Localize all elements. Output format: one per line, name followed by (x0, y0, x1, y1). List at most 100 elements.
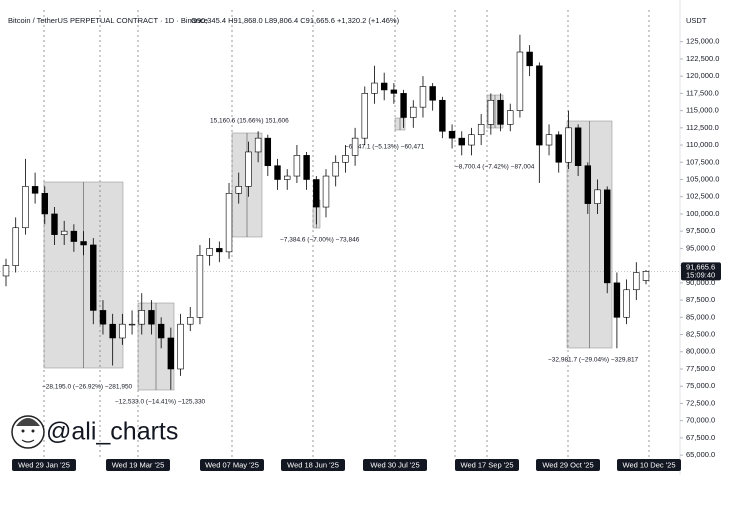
watermark: @ali_charts (46, 418, 178, 446)
x-tick-label: Wed 29 Oct '25 (542, 460, 593, 469)
candle-body (526, 51, 533, 67)
candle-body (322, 175, 330, 208)
candle-body (419, 86, 427, 108)
measure-label: −12,533.0 (−14.41%) −125,330 (115, 399, 206, 406)
price-tag-label: 91,665.6 (686, 262, 715, 271)
candle-body (507, 110, 514, 125)
y-tick-label: 122,500.0 (686, 54, 719, 63)
candle-body (371, 82, 378, 94)
candle-body (555, 134, 562, 163)
candle-body (80, 241, 87, 246)
candle-body (216, 248, 223, 253)
candle-body (60, 230, 68, 235)
candle-body (536, 65, 543, 146)
candle-body (497, 99, 504, 125)
candle-body (99, 310, 107, 325)
date-label-box (455, 459, 519, 471)
candle-body (574, 127, 582, 167)
candle-body (264, 137, 272, 167)
y-tick-label: 75,000.0 (686, 381, 715, 390)
price-tag (681, 262, 721, 281)
y-tick-label: 72,500.0 (686, 398, 715, 407)
logo-mouth (21, 439, 35, 443)
candle-body (613, 282, 621, 318)
y-tick-label: 90,000.0 (686, 278, 715, 287)
candle-body (487, 99, 495, 125)
logo-eye (21, 429, 25, 433)
candle-body (380, 82, 388, 91)
chart-title: Bitcoin / TetherUS PERPETUAL CONTRACT · … (8, 16, 208, 25)
measure-label: −8,700.4 (−7.42%) −87,004 (455, 164, 535, 171)
candle-body (177, 323, 184, 370)
measure-label: −28,195.0 (−26.92%) −281,950 (42, 384, 133, 391)
x-tick-label: Wed 17 Sep '25 (461, 460, 514, 469)
date-label-box (617, 459, 681, 471)
candle-body (12, 227, 19, 266)
candle-body (584, 165, 592, 204)
y-tick-label: 77,500.0 (686, 364, 715, 373)
candle-body (633, 272, 640, 291)
y-tick-label: 125,000.0 (686, 37, 719, 46)
candle-body (70, 230, 78, 242)
candle-body (458, 137, 465, 146)
y-tick-label: 82,500.0 (686, 330, 715, 339)
x-tick-label: Wed 19 Mar '25 (112, 460, 165, 469)
candle-body (167, 337, 175, 370)
y-tick-label: 115,000.0 (686, 106, 719, 115)
watermark-logo: @ali_charts (11, 415, 178, 449)
candle-body (148, 310, 155, 325)
candle-body (303, 155, 310, 180)
candle-body (109, 323, 116, 339)
candle-body (41, 192, 48, 215)
candle-body (642, 271, 650, 281)
candle-body (206, 248, 213, 256)
candle-body (448, 130, 456, 139)
candle-body (225, 192, 233, 253)
y-tick-label: 120,000.0 (686, 71, 719, 80)
candle-body (390, 89, 398, 94)
candle-body (119, 323, 126, 339)
y-tick-label: 97,500.0 (686, 226, 715, 235)
candle-body (196, 254, 204, 318)
candle-body (400, 93, 407, 118)
date-label-box (200, 459, 264, 471)
candle-body (284, 175, 291, 180)
candle-body (22, 186, 29, 229)
countdown: 15:09:40 (686, 270, 715, 279)
candle-body (516, 51, 524, 111)
x-tick-label: Wed 10 Dec '25 (623, 460, 676, 469)
measure-label: −7,384.6 (−7.00%) −73,846 (280, 237, 360, 244)
candle-body (361, 93, 368, 139)
x-tick-label: Wed 18 Jun '25 (287, 460, 339, 469)
y-tick-label: 67,500.0 (686, 433, 715, 442)
candle-body (254, 137, 262, 153)
y-tick-label: 87,500.0 (686, 295, 715, 304)
candle-body (477, 124, 485, 136)
y-tick-label: 112,500.0 (686, 123, 719, 132)
date-label-box (536, 459, 600, 471)
x-tick-label: Wed 07 May '25 (205, 460, 259, 469)
y-tick-label: 70,000.0 (686, 416, 715, 425)
date-label-box (106, 459, 170, 471)
candle-body (594, 189, 601, 204)
candle-body (439, 99, 446, 132)
candle-body (429, 86, 436, 101)
date-label-box (363, 459, 427, 471)
logo-eye (31, 429, 35, 433)
candle-body (157, 323, 165, 339)
candle-body (604, 189, 611, 284)
y-tick-label: 85,000.0 (686, 312, 715, 321)
candle-body (90, 244, 97, 311)
candle-body (245, 151, 252, 187)
y-tick-label: 102,500.0 (686, 192, 719, 201)
candle-body (313, 179, 320, 208)
measure-label: 15,160.6 (15.66%) 151,606 (210, 118, 289, 125)
candle-body (565, 127, 572, 163)
measure-label: −32,981.7 (−29.04%) −329,817 (548, 357, 639, 364)
y-tick-label: 65,000.0 (686, 450, 715, 459)
y-tick-label: 107,500.0 (686, 157, 719, 166)
measure-label: −6,047.1 (−5.13%) −60,471 (345, 144, 425, 151)
candle-body (235, 186, 242, 194)
candle-body (187, 317, 194, 325)
date-label-box (281, 459, 345, 471)
